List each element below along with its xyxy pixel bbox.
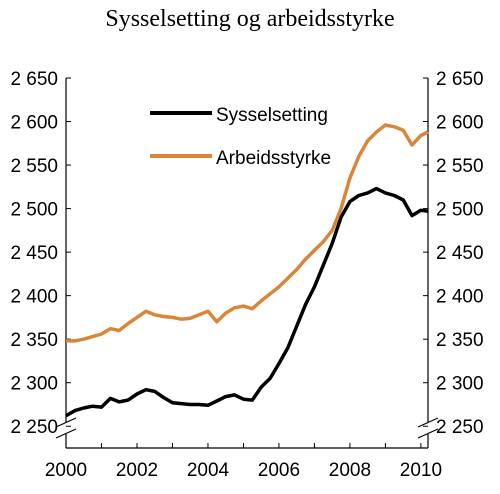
y-tick-label-right: 2 500 <box>436 200 484 221</box>
axis-break-mark <box>417 428 439 439</box>
x-tick-label: 2006 <box>258 460 300 481</box>
x-tick-label: 2008 <box>329 460 371 481</box>
series-line-arbeidsstyrke <box>66 123 429 343</box>
axis-break-mark <box>417 417 439 428</box>
x-tick-label: 2004 <box>187 460 230 481</box>
y-tick-label-left: 2 500 <box>10 200 58 221</box>
y-tick-label-left: 2 650 <box>10 69 58 90</box>
y-tick-label-right: 2 400 <box>436 287 484 308</box>
chart-title: Sysselsetting og arbeidsstyrke <box>105 6 394 32</box>
plot-frame <box>55 78 439 449</box>
y-axis-left: 2 250 2 300 2 350 2 400 2 450 2 500 2 550 2 600… <box>10 69 71 438</box>
y-tick-label-right: 2 450 <box>436 243 484 264</box>
axis-break-mark <box>55 428 77 439</box>
series-lines <box>65 123 429 418</box>
y-axis-right: 2 250 2 300 2 350 2 400 2 450 2 500 2 550 2 600… <box>423 69 484 438</box>
y-tick-label-left: 2 400 <box>10 287 58 308</box>
y-tick-label-left: 2 300 <box>10 374 58 395</box>
y-tick-label-right: 2 300 <box>436 374 484 395</box>
x-tick-label: 2000 <box>45 460 87 481</box>
x-tick-label: 2002 <box>116 460 158 481</box>
y-tick-label-left: 2 600 <box>10 113 58 134</box>
x-tick-label: 2010 <box>400 460 442 481</box>
legend-label-sysselsetting: Sysselsetting <box>216 105 328 126</box>
legend-label-arbeidsstyrke: Arbeidsstyrke <box>216 148 331 169</box>
y-tick-label-right: 2 600 <box>436 113 484 134</box>
y-tick-label-left: 2 250 <box>10 417 58 438</box>
axis-break-mark <box>55 417 77 428</box>
y-tick-label-left: 2 450 <box>10 243 58 264</box>
y-tick-label-right: 2 250 <box>436 417 484 438</box>
y-tick-label-right: 2 350 <box>436 330 484 351</box>
y-tick-label-left: 2 350 <box>10 330 58 351</box>
x-axis: 2000 2002 2004 2006 2008 2010 <box>45 443 442 481</box>
y-tick-label-right: 2 650 <box>436 69 484 90</box>
y-tick-label-left: 2 550 <box>10 156 58 177</box>
legend: Sysselsetting Arbeidsstyrke <box>150 105 331 169</box>
series-line-sysselsetting <box>65 186 429 418</box>
y-tick-label-right: 2 550 <box>436 156 484 177</box>
